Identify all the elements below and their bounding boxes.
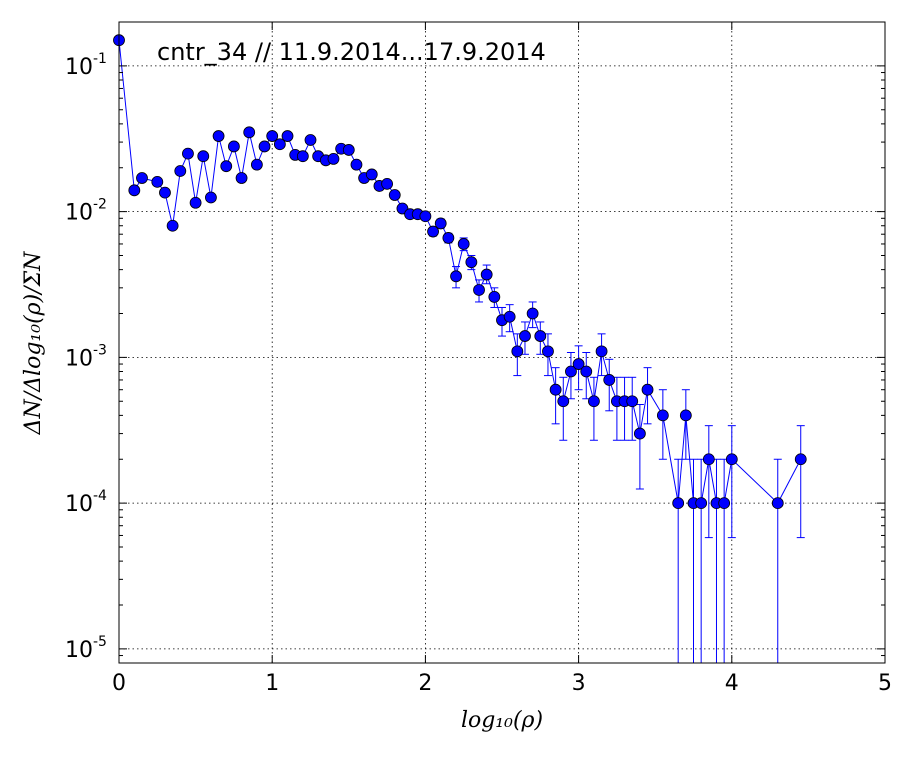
plot-frame	[118, 21, 886, 664]
data-point	[442, 232, 455, 244]
data-point	[565, 365, 577, 378]
data-point	[718, 497, 731, 510]
data-point	[595, 345, 608, 358]
data-point	[488, 290, 501, 303]
data-point	[212, 130, 225, 142]
data-point	[266, 130, 279, 142]
data-point	[695, 497, 708, 510]
data-point	[450, 270, 462, 283]
data-point	[603, 374, 616, 386]
x-tick-label: 0	[112, 671, 126, 696]
x-tick-label: 1	[265, 671, 279, 696]
data-point	[641, 383, 654, 396]
data-point	[174, 165, 187, 177]
data-point	[794, 453, 807, 466]
x-tick-label: 3	[572, 671, 586, 696]
x-tick-labels: 0 1 2 3 4 5	[112, 671, 892, 696]
data-point	[519, 330, 531, 342]
data-point	[365, 168, 378, 181]
data-point	[580, 365, 593, 378]
y-tick-label: 10-3	[65, 342, 107, 371]
data-point	[503, 310, 516, 323]
x-axis-label: log₁₀(ρ)	[461, 708, 543, 733]
data-point	[725, 453, 738, 466]
data-point	[473, 284, 485, 296]
y-tick-label: 10-5	[65, 634, 107, 663]
data-point	[427, 225, 439, 238]
data-series	[113, 34, 807, 663]
y-tick-labels: 10-1 10-2 10-3 10-4 10-5	[65, 51, 107, 663]
axis-ticks	[118, 21, 886, 664]
data-point	[465, 256, 478, 269]
data-point	[572, 358, 585, 370]
data-point	[672, 497, 685, 510]
data-point	[381, 177, 394, 190]
data-point	[702, 453, 715, 466]
data-point	[258, 140, 271, 153]
data-point	[151, 175, 164, 188]
data-point	[227, 140, 240, 153]
y-tick-label: 10-2	[65, 197, 107, 226]
data-point	[633, 427, 646, 440]
data-point	[626, 395, 639, 408]
x-tick-label: 2	[418, 671, 432, 696]
data-point	[588, 395, 600, 408]
data-point	[534, 330, 547, 342]
data-point	[189, 196, 202, 209]
x-tick-label: 5	[878, 671, 892, 696]
data-point	[205, 191, 217, 204]
data-point	[771, 497, 784, 510]
y-tick-label: 10-1	[65, 51, 107, 80]
data-point	[197, 150, 210, 163]
data-point	[281, 130, 294, 142]
data-point	[243, 126, 256, 139]
y-tick-label: 10-4	[65, 488, 107, 517]
data-point	[296, 150, 309, 163]
data-point	[350, 158, 363, 171]
data-point	[273, 138, 286, 151]
x-tick-label: 4	[725, 671, 739, 696]
data-point	[549, 383, 562, 396]
data-point	[480, 268, 493, 281]
chart-title: cntr_34 // 11.9.2014...17.9.2014	[157, 38, 546, 66]
data-point	[159, 186, 171, 199]
data-point	[557, 395, 570, 408]
data-point	[542, 345, 554, 358]
data-point	[136, 172, 148, 184]
data-point	[182, 147, 194, 160]
data-point	[128, 184, 141, 197]
data-point	[656, 409, 669, 422]
data-point	[388, 189, 401, 201]
data-point	[511, 345, 524, 358]
data-point	[434, 217, 447, 230]
data-point	[327, 153, 340, 165]
data-point	[166, 219, 179, 232]
y-axis-label: ΔN/Δlog₁₀(ρ)/ΣN	[21, 251, 46, 436]
data-point	[235, 172, 248, 184]
data-point	[526, 307, 539, 320]
data-point	[220, 160, 233, 173]
data-point	[304, 134, 317, 146]
gridlines	[119, 22, 885, 663]
data-point	[457, 238, 470, 250]
data-point	[679, 409, 692, 422]
data-point	[250, 158, 263, 171]
data-point	[419, 210, 432, 223]
data-point	[342, 144, 355, 156]
